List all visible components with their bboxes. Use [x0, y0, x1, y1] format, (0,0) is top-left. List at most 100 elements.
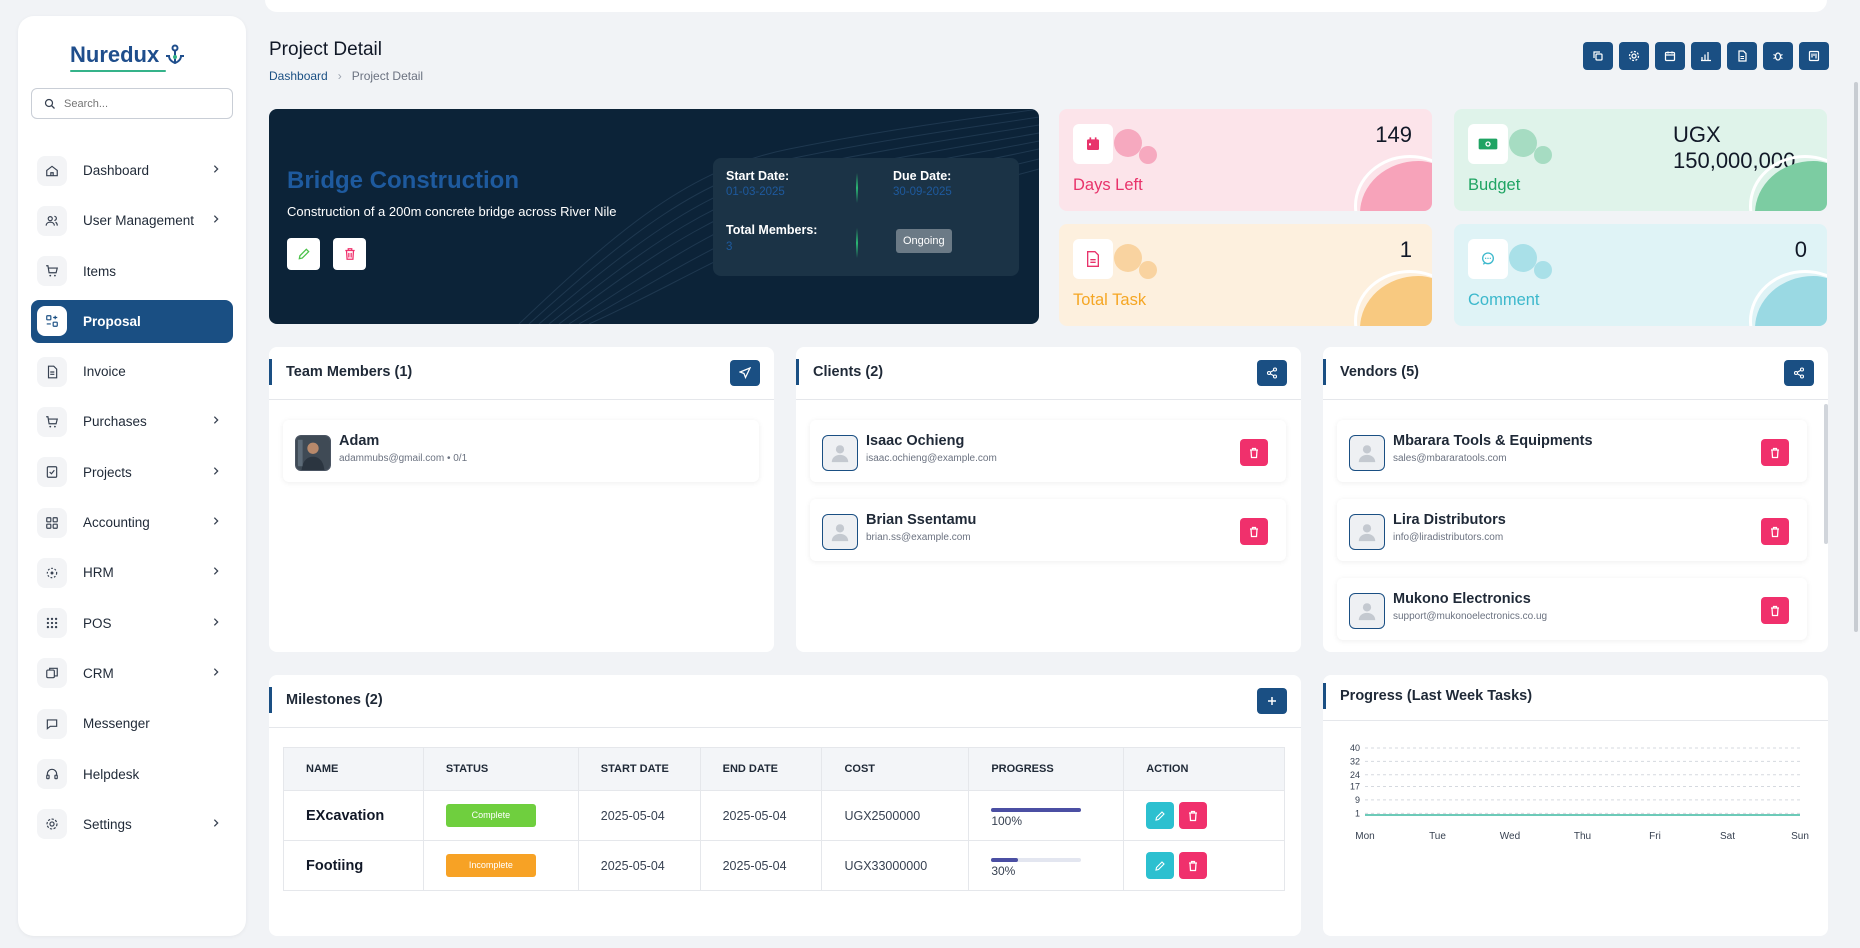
- user-placeholder-icon: [1358, 445, 1376, 463]
- total-members-value: 3: [726, 241, 733, 253]
- column-header[interactable]: COST: [821, 747, 970, 791]
- search-box[interactable]: [31, 88, 233, 119]
- pencil-icon: [1155, 810, 1165, 821]
- column-header[interactable]: END DATE: [699, 747, 823, 791]
- decoration-dot: [1114, 129, 1142, 157]
- vendor-name: Lira Distributors: [1393, 512, 1506, 528]
- sidebar-item-items[interactable]: Items: [31, 250, 233, 293]
- delete-milestone-button[interactable]: [1179, 852, 1208, 879]
- sidebar-item-hrm[interactable]: HRM: [31, 551, 233, 594]
- start-date-label: Start Date:: [726, 169, 790, 183]
- sidebar-item-dashboard[interactable]: Dashboard: [31, 149, 233, 192]
- column-header[interactable]: START DATE: [577, 747, 701, 791]
- file-button[interactable]: [1727, 42, 1757, 70]
- panel-divider: [269, 727, 1301, 728]
- column-header[interactable]: STATUS: [422, 747, 579, 791]
- sidebar-item-messenger[interactable]: Messenger: [31, 702, 233, 745]
- client-card[interactable]: Brian Ssentamu brian.ss@example.com: [810, 499, 1286, 561]
- calendar-button[interactable]: [1655, 42, 1685, 70]
- info-divider: [856, 173, 858, 203]
- kanban-button[interactable]: [1799, 42, 1829, 70]
- y-tick-label: 24: [1350, 770, 1360, 780]
- days-left-card: 149 Days Left: [1059, 109, 1432, 211]
- delete-project-button[interactable]: [333, 238, 366, 270]
- delete-vendor-button[interactable]: [1761, 439, 1789, 466]
- add-milestone-button[interactable]: [1257, 688, 1287, 714]
- breadcrumb-home-link[interactable]: Dashboard: [269, 69, 328, 83]
- delete-vendor-button[interactable]: [1761, 597, 1789, 624]
- delete-milestone-button[interactable]: [1179, 802, 1208, 829]
- edit-milestone-button[interactable]: [1146, 852, 1175, 879]
- edit-project-button[interactable]: [287, 238, 320, 270]
- client-card[interactable]: Isaac Ochieng isaac.ochieng@example.com: [810, 420, 1286, 482]
- project-status-badge: Ongoing: [896, 229, 952, 253]
- sidebar-item-purchases[interactable]: Purchases: [31, 400, 233, 443]
- sidebar-item-helpdesk[interactable]: Helpdesk: [31, 753, 233, 796]
- x-tick-label: Mon: [1355, 831, 1374, 842]
- edit-milestone-button[interactable]: [1146, 802, 1175, 829]
- team-member-card[interactable]: Adam adammubs@gmail.com • 0/1: [283, 420, 759, 482]
- progress-cell: 100%: [968, 790, 1125, 841]
- column-header[interactable]: PROGRESS: [968, 747, 1125, 791]
- copy-icon: [1593, 51, 1603, 61]
- vendor-name: Mukono Electronics: [1393, 591, 1531, 607]
- vendor-card[interactable]: Mukono Electronics support@mukonoelectron…: [1337, 578, 1807, 640]
- logo[interactable]: Nuredux: [70, 42, 187, 68]
- sidebar-item-accounting[interactable]: Accounting: [31, 501, 233, 544]
- start-date-cell: 2025-05-04: [577, 790, 701, 841]
- send-icon: [739, 367, 751, 379]
- header-toolbar: [1583, 42, 1829, 70]
- page-scrollbar[interactable]: [1852, 42, 1860, 947]
- table-row[interactable]: EXcavation Complete 2025-05-04 2025-05-04 UG…: [283, 790, 1285, 841]
- send-invite-button[interactable]: [730, 360, 760, 386]
- copy-button[interactable]: [1583, 42, 1613, 70]
- delete-client-button[interactable]: [1240, 518, 1268, 545]
- project-info-box: Start Date: 01-03-2025 Due Date: 30-09-2…: [713, 158, 1019, 276]
- budget-icon-box: [1468, 124, 1508, 164]
- delete-vendor-button[interactable]: [1761, 518, 1789, 545]
- vendor-card[interactable]: Mbarara Tools & Equipments sales@mbararat…: [1337, 420, 1807, 482]
- chart-button[interactable]: [1691, 42, 1721, 70]
- due-date-value: 30-09-2025: [893, 186, 952, 198]
- column-header[interactable]: ACTION: [1123, 747, 1285, 791]
- sidebar-item-user-management[interactable]: User Management: [31, 199, 233, 242]
- decoration-dot: [1509, 129, 1537, 157]
- breadcrumb-current: Project Detail: [351, 69, 424, 83]
- sidebar-item-pos[interactable]: POS: [31, 602, 233, 645]
- share-clients-button[interactable]: [1257, 360, 1287, 386]
- chart-icon: [1701, 52, 1711, 62]
- client-name: Brian Ssentamu: [866, 512, 977, 528]
- table-header-row: NAME STATUS START DATE END DATE COST PROGRESS…: [283, 747, 1285, 791]
- column-header[interactable]: NAME: [283, 747, 424, 791]
- page-scrollbar-thumb[interactable]: [1854, 82, 1858, 632]
- total-members-label: Total Members:: [726, 223, 818, 237]
- sidebar-item-projects[interactable]: Projects: [31, 451, 233, 494]
- sidebar-item-invoice[interactable]: Invoice: [31, 350, 233, 393]
- vendor-card[interactable]: Lira Distributors info@liradistributors.c…: [1337, 499, 1807, 561]
- total-task-icon-box: [1073, 239, 1113, 279]
- project-hero-card: Bridge Construction Construction of a 20…: [269, 109, 1039, 324]
- settings-icon: [1628, 50, 1640, 62]
- vendor-avatar: [1349, 514, 1385, 550]
- progress-bar-fill: [991, 808, 1082, 812]
- start-date-value: 01-03-2025: [726, 186, 785, 198]
- vendors-scrollbar[interactable]: [1824, 404, 1828, 544]
- sidebar-item-crm[interactable]: CRM: [31, 652, 233, 695]
- table-row[interactable]: Footiing Incomplete 2025-05-04 2025-05-04 UG…: [283, 840, 1285, 891]
- headset-icon: [37, 759, 67, 790]
- search-input[interactable]: [64, 97, 214, 110]
- client-avatar: [822, 435, 858, 471]
- settings-button[interactable]: [1619, 42, 1649, 70]
- trash-icon: [1250, 447, 1258, 458]
- panel-divider: [1323, 399, 1828, 400]
- sidebar-item-proposal[interactable]: Proposal: [31, 299, 233, 343]
- document-icon: [1087, 251, 1099, 267]
- share-vendors-button[interactable]: [1784, 360, 1814, 386]
- sidebar-item-settings[interactable]: Settings: [31, 803, 233, 846]
- bug-button[interactable]: [1763, 42, 1793, 70]
- info-divider: [856, 228, 858, 258]
- crm-icon: [37, 658, 67, 689]
- hrm-icon: [37, 557, 67, 588]
- delete-client-button[interactable]: [1240, 439, 1268, 466]
- milestones-table: NAME STATUS START DATE END DATE COST PROGRESS…: [283, 747, 1285, 891]
